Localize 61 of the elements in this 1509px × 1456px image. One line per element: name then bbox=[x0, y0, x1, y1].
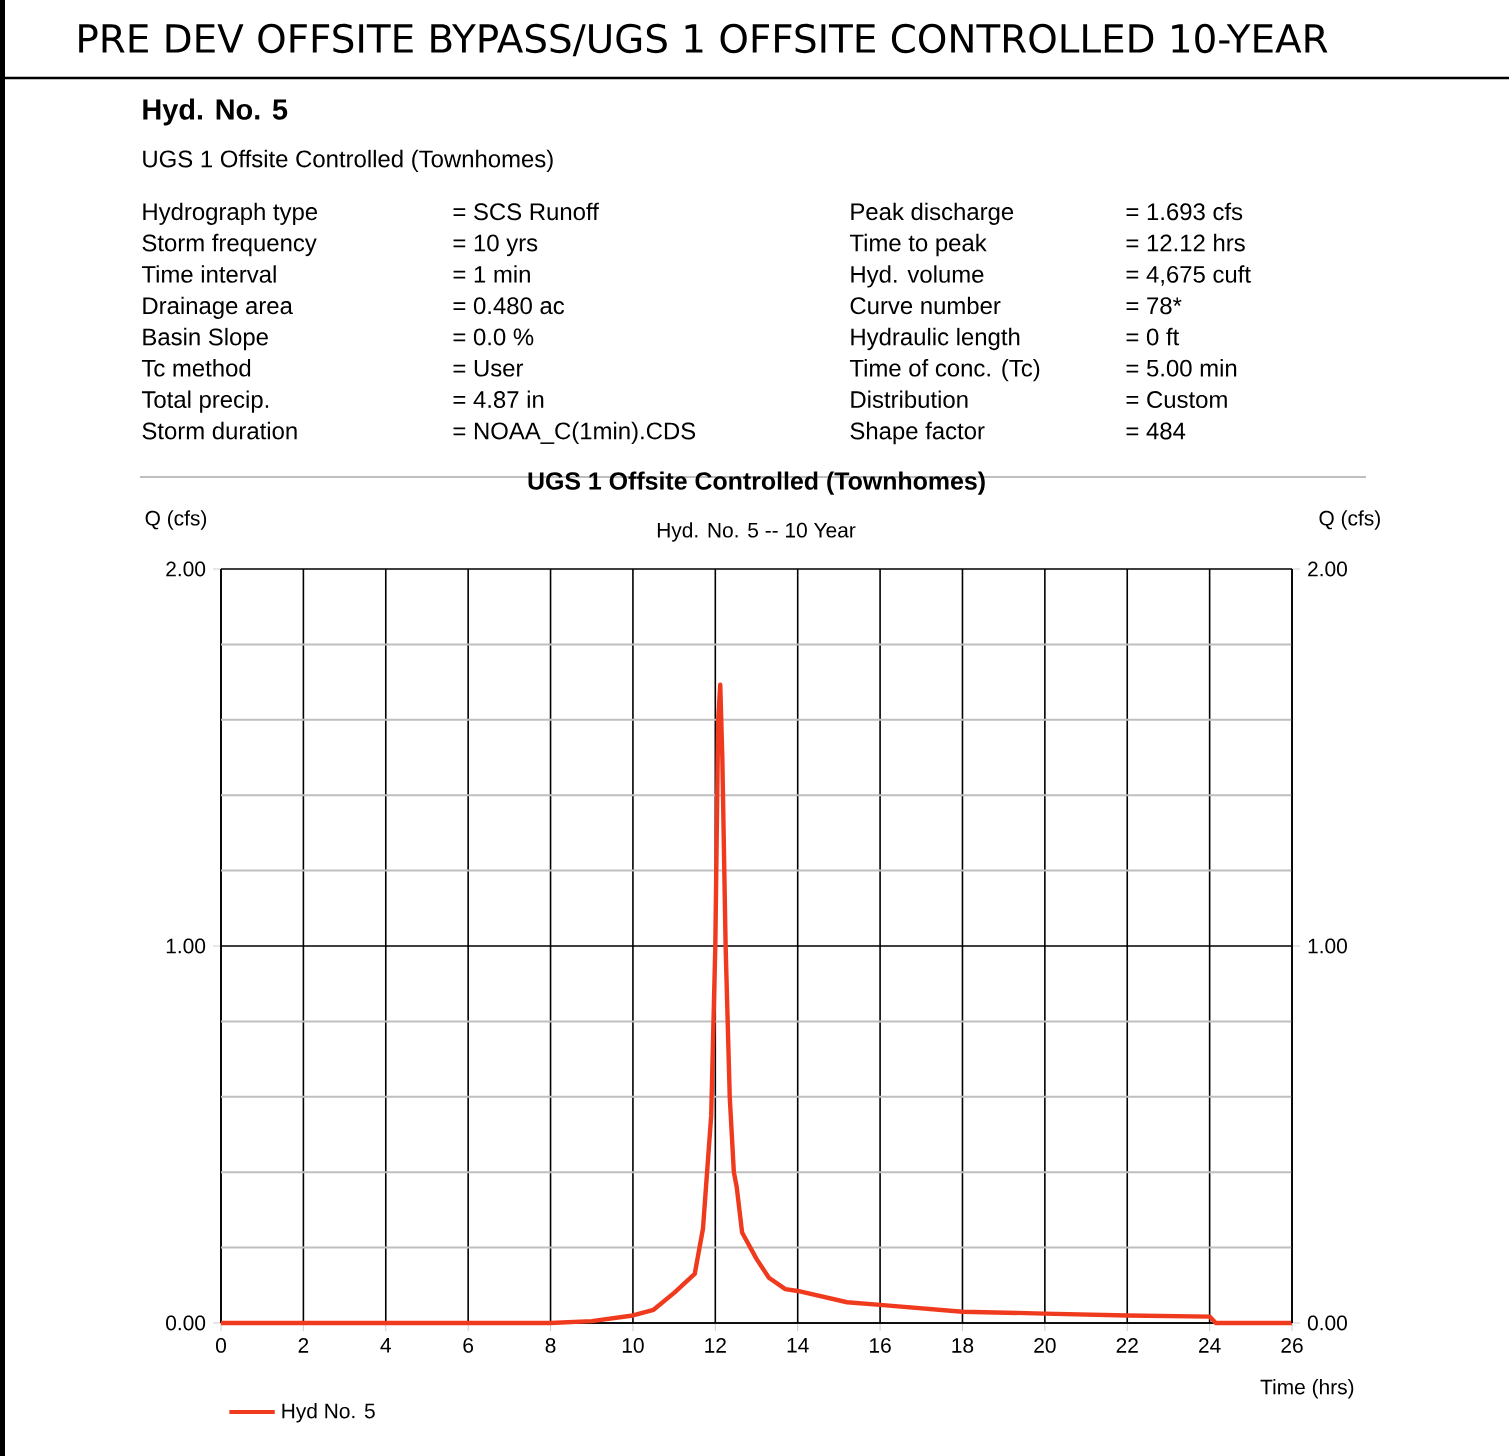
text: Time of conc. (Tc) bbox=[849, 359, 1040, 382]
text: = SCS Runoff bbox=[453, 202, 599, 221]
text: Basin Slope bbox=[143, 327, 268, 351]
y-axis-title: Q (cfs) bbox=[145, 510, 207, 530]
x-tick-label: 22 bbox=[1116, 1338, 1138, 1353]
text: = 0.0 % bbox=[453, 328, 534, 346]
x-tick-label: 20 bbox=[1034, 1338, 1056, 1353]
x-tick-label: 4 bbox=[380, 1338, 391, 1353]
text: Hyd. No. 5 bbox=[143, 98, 288, 126]
text: = 0.480 ac bbox=[453, 297, 565, 315]
text: Drainage area bbox=[143, 296, 293, 319]
text: Storm frequency bbox=[142, 233, 317, 257]
text: Total precip. bbox=[141, 390, 269, 413]
x-tick-label: 10 bbox=[622, 1338, 644, 1353]
text: Peak discharge bbox=[851, 202, 1014, 225]
text: Time interval bbox=[141, 265, 276, 283]
x-tick-label: 0 bbox=[216, 1338, 226, 1353]
text: = 1.693 cfs bbox=[1126, 202, 1243, 221]
x-tick-label: 24 bbox=[1199, 1338, 1221, 1353]
text: = 78* bbox=[1126, 297, 1182, 315]
chart-title: UGS 1 Offsite Controlled (Townhomes) bbox=[528, 471, 985, 495]
text: = 1 min bbox=[453, 265, 530, 283]
chart-subtitle: Hyd. No. 5 -- 10 Year bbox=[657, 522, 856, 542]
y2-tick-label: 1.00 bbox=[1308, 938, 1347, 954]
text: = 0 ft bbox=[1126, 327, 1180, 346]
text: UGS 1 Offsite Controlled (Townhomes) bbox=[143, 149, 553, 173]
text: PRE DEV OFFSITE BYPASS/UGS 1 OFFSITE CONTROLLED 10-YEAR bbox=[79, 23, 1328, 57]
y-tick-label: 0.00 bbox=[166, 1315, 206, 1331]
text: Tc method bbox=[141, 359, 251, 377]
x-tick-label: 26 bbox=[1281, 1338, 1303, 1353]
y2-tick-label: 2.00 bbox=[1308, 561, 1347, 577]
text: Hydraulic length bbox=[851, 327, 1020, 351]
text: = 10 yrs bbox=[453, 234, 538, 257]
x-tick-label: 6 bbox=[463, 1338, 474, 1353]
x-tick-label: 8 bbox=[545, 1338, 556, 1353]
x-tick-label: 14 bbox=[787, 1338, 809, 1353]
text: = User bbox=[453, 359, 524, 377]
legend-label: Hyd No. 5 bbox=[282, 1403, 375, 1423]
text: = NOAA_C(1min).CDS bbox=[453, 421, 696, 445]
text: = Custom bbox=[1126, 391, 1227, 408]
y-tick-label: 2.00 bbox=[166, 561, 206, 577]
text: Shape factor bbox=[850, 421, 985, 445]
x-tick-label: 12 bbox=[705, 1338, 726, 1353]
x-axis-title: Time (hrs) bbox=[1260, 1379, 1354, 1399]
text: Storm duration bbox=[142, 421, 297, 440]
x-tick-label: 18 bbox=[952, 1338, 974, 1353]
y2-tick-label: 0.00 bbox=[1307, 1315, 1347, 1331]
y-tick-label: 1.00 bbox=[166, 938, 206, 954]
x-tick-label: 16 bbox=[870, 1338, 891, 1353]
text: Hydrograph type bbox=[143, 202, 318, 225]
text: = 484 bbox=[1126, 422, 1186, 440]
text: = 4,675 cuft bbox=[1126, 265, 1251, 286]
x-tick-label: 2 bbox=[298, 1338, 309, 1353]
y2-axis-title: Q (cfs) bbox=[1319, 510, 1380, 530]
text: Curve number bbox=[850, 296, 1001, 315]
text: Time to peak bbox=[849, 233, 987, 257]
text: = 5.00 min bbox=[1126, 359, 1237, 377]
text: = 12.12 hrs bbox=[1126, 233, 1245, 252]
text: = 4.87 in bbox=[453, 390, 544, 408]
text: Distribution bbox=[851, 390, 968, 408]
text: Hyd. volume bbox=[851, 265, 984, 288]
